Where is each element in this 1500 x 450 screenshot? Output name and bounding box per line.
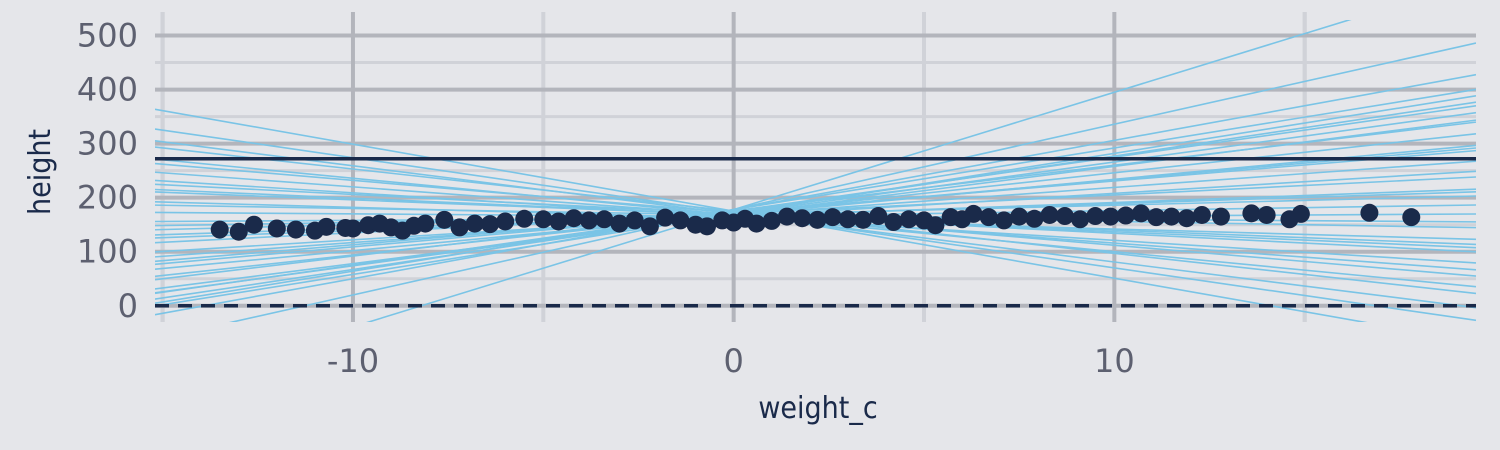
y-tick-label: 0 bbox=[118, 287, 138, 325]
x-tick-label: -10 bbox=[327, 342, 379, 380]
data-point bbox=[1402, 208, 1421, 227]
data-point bbox=[899, 210, 918, 229]
data-point bbox=[1192, 205, 1211, 224]
data-point bbox=[267, 219, 286, 238]
data-point bbox=[229, 222, 248, 241]
data-point bbox=[1055, 207, 1074, 226]
data-point bbox=[610, 214, 629, 233]
prior-line bbox=[155, 121, 1476, 281]
data-point bbox=[1177, 209, 1196, 228]
data-point bbox=[496, 212, 515, 231]
data-point bbox=[465, 214, 484, 233]
x-tick-labels: -10 0 10 bbox=[327, 342, 1135, 380]
data-point bbox=[210, 220, 229, 239]
data-point bbox=[1010, 207, 1029, 226]
y-tick-label: 100 bbox=[77, 233, 138, 271]
y-tick-label: 300 bbox=[77, 125, 138, 163]
data-points bbox=[210, 203, 1421, 241]
data-point bbox=[343, 219, 362, 238]
prior-line bbox=[155, 111, 1476, 294]
data-point bbox=[435, 210, 454, 229]
data-point bbox=[1101, 207, 1120, 226]
y-tick-label: 400 bbox=[77, 71, 138, 109]
prior-line bbox=[366, 20, 1352, 322]
data-point bbox=[869, 207, 888, 226]
data-point bbox=[481, 215, 500, 234]
data-point bbox=[1257, 205, 1276, 224]
x-tick-label: 10 bbox=[1094, 342, 1135, 380]
data-point bbox=[838, 210, 857, 229]
data-point bbox=[1162, 207, 1181, 226]
data-point bbox=[595, 210, 614, 229]
data-point bbox=[625, 211, 644, 230]
data-point bbox=[823, 208, 842, 227]
data-point bbox=[884, 213, 903, 231]
data-point bbox=[579, 211, 598, 230]
data-point bbox=[1116, 206, 1135, 225]
prior-line bbox=[228, 42, 1476, 322]
data-point bbox=[793, 209, 812, 228]
x-tick-label: 0 bbox=[723, 342, 743, 380]
data-point bbox=[1360, 203, 1379, 222]
reference-lines bbox=[155, 157, 1476, 308]
data-point bbox=[416, 214, 435, 233]
data-point bbox=[1025, 209, 1044, 228]
y-tick-labels: 0 100 200 300 400 500 bbox=[77, 17, 138, 325]
data-point bbox=[1131, 204, 1150, 223]
data-point bbox=[640, 217, 659, 236]
data-point bbox=[762, 211, 781, 230]
y-tick-label: 500 bbox=[77, 17, 138, 55]
data-point bbox=[1242, 204, 1261, 223]
data-point bbox=[534, 210, 553, 229]
y-tick-label: 200 bbox=[77, 179, 138, 217]
data-point bbox=[549, 212, 568, 231]
x-axis-title: weight_c bbox=[758, 391, 877, 426]
prior-line bbox=[155, 176, 1476, 244]
data-point bbox=[1071, 210, 1090, 229]
data-point bbox=[994, 211, 1013, 230]
data-point bbox=[1086, 207, 1105, 226]
data-point bbox=[1040, 205, 1059, 224]
data-point bbox=[244, 215, 263, 234]
data-point bbox=[1291, 204, 1310, 223]
data-point bbox=[656, 208, 675, 227]
data-point bbox=[564, 209, 583, 228]
prior-line bbox=[155, 144, 1476, 270]
data-point bbox=[1147, 208, 1166, 227]
data-point bbox=[926, 216, 945, 235]
data-point bbox=[747, 214, 766, 233]
data-point bbox=[777, 207, 796, 226]
prior-line bbox=[155, 73, 1476, 316]
data-point bbox=[698, 217, 717, 236]
data-point bbox=[964, 204, 983, 223]
data-point bbox=[808, 210, 827, 229]
prior-line bbox=[155, 88, 1476, 305]
prior-line bbox=[155, 147, 1476, 266]
data-point bbox=[450, 218, 469, 237]
data-point bbox=[671, 211, 690, 230]
data-point bbox=[979, 208, 998, 227]
data-point bbox=[286, 220, 305, 239]
data-point bbox=[515, 209, 534, 228]
data-point bbox=[854, 210, 873, 229]
data-point bbox=[317, 217, 336, 236]
y-axis-title: height bbox=[23, 129, 58, 215]
data-point bbox=[1211, 207, 1230, 226]
